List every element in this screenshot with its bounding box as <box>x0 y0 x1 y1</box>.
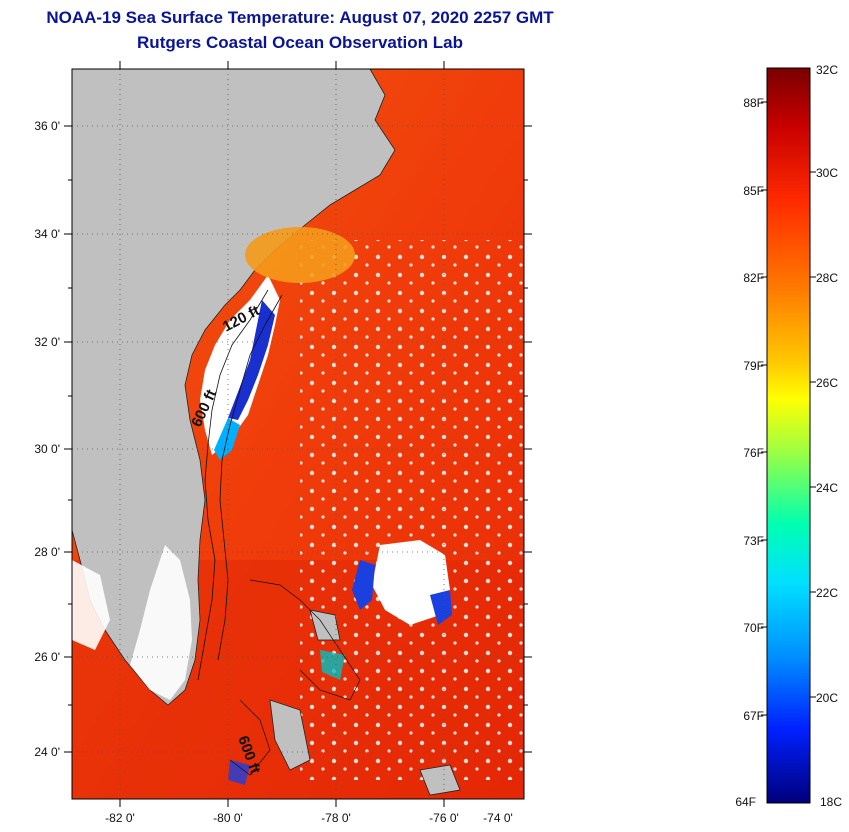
cloud-region <box>372 540 450 625</box>
colorbar-celsius-label: 30C <box>816 166 838 180</box>
colorbar-celsius-label: 20C <box>816 691 838 705</box>
lat-label: 28 0' <box>34 545 60 559</box>
colorbar-celsius-label: 26C <box>816 376 838 390</box>
colorbar-fahrenheit-label: 88F <box>743 96 764 110</box>
lon-label: -76 0' <box>429 811 459 825</box>
colorbar-celsius-label: 32C <box>816 63 838 77</box>
colorbar-fahrenheit-label: 85F <box>743 184 764 198</box>
lat-label: 32 0' <box>34 335 60 349</box>
lon-label: -80 0' <box>213 811 243 825</box>
colorbar-fahrenheit-label: 76F <box>743 446 764 460</box>
lat-label: 30 0' <box>34 442 60 456</box>
lon-label: -78 0' <box>321 811 351 825</box>
colorbar-celsius-label: 24C <box>816 481 838 495</box>
lat-label: 24 0' <box>34 745 60 759</box>
colorbar-fahrenheit-label: 82F <box>743 271 764 285</box>
colorbar-fahrenheit-label: 79F <box>743 359 764 373</box>
map-subtitle: Rutgers Coastal Ocean Observation Lab <box>137 33 463 52</box>
land-mass <box>72 69 396 706</box>
colorbar-celsius-label: 28C <box>816 271 838 285</box>
lat-label: 36 0' <box>34 119 60 133</box>
colorbar-fahrenheit-label: 73F <box>743 534 764 548</box>
map-title: NOAA-19 Sea Surface Temperature: August … <box>46 8 554 27</box>
lat-label: 26 0' <box>34 650 60 664</box>
colorbar-celsius-label: 18C <box>820 795 842 809</box>
colorbar-fahrenheit-label: 64F <box>735 795 756 809</box>
colorbar <box>766 67 811 804</box>
lat-label: 34 0' <box>34 227 60 241</box>
graticule <box>72 69 524 799</box>
map-frame <box>71 68 525 800</box>
colorbar-fahrenheit-label: 67F <box>743 709 764 723</box>
colorbar-celsius-label: 22C <box>816 586 838 600</box>
lon-label: -74 0' <box>483 811 513 825</box>
colorbar-fahrenheit-label: 70F <box>743 621 764 635</box>
lon-label: -82 0' <box>105 811 135 825</box>
